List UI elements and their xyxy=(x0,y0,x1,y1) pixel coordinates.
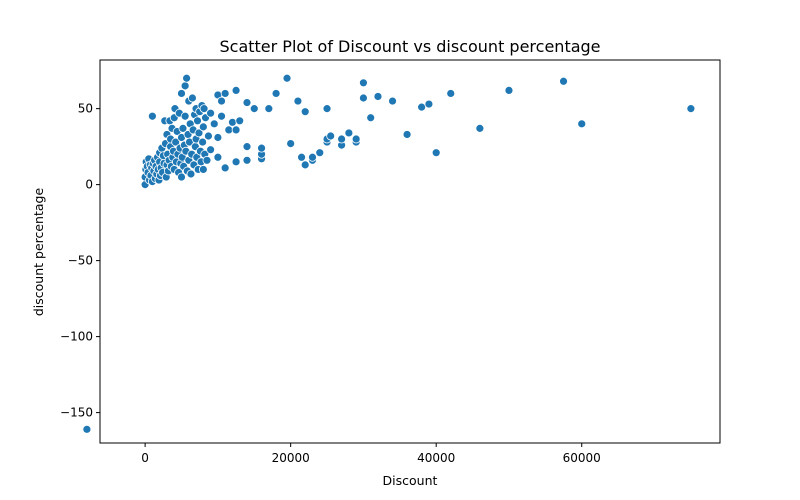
x-tick-label-1: 20000 xyxy=(272,451,310,465)
y-tick-label-0: −150 xyxy=(60,406,93,420)
data-point-117 xyxy=(242,98,252,107)
data-point-110 xyxy=(228,117,237,127)
data-point-98 xyxy=(204,131,213,141)
data-point-101 xyxy=(209,119,219,129)
data-point-94 xyxy=(199,104,209,114)
data-point-59 xyxy=(177,89,186,98)
data-point-115 xyxy=(242,155,252,165)
data-point-92 xyxy=(198,122,208,132)
data-point-74 xyxy=(186,169,196,179)
data-point-102 xyxy=(213,152,223,162)
y-axis-ticks: −150 −100 −50 0 50 xyxy=(60,102,100,420)
x-axis-ticks: 0 20000 40000 60000 xyxy=(141,443,601,465)
y-tick-label-2: −50 xyxy=(68,254,93,268)
y-tick-label-1: −100 xyxy=(60,330,93,344)
data-point-156 xyxy=(686,104,696,114)
data-point-153 xyxy=(504,86,514,95)
data-point-108 xyxy=(220,89,230,98)
data-point-114 xyxy=(235,116,245,126)
data-point-121 xyxy=(257,143,266,153)
data-point-145 xyxy=(373,92,383,101)
data-point-123 xyxy=(271,89,281,98)
data-point-142 xyxy=(359,93,368,103)
data-point-57 xyxy=(177,172,186,182)
data-point-151 xyxy=(446,89,456,98)
data-point-126 xyxy=(293,96,303,106)
data-point-124 xyxy=(282,73,292,83)
data-point-13 xyxy=(147,111,157,121)
data-point-154 xyxy=(559,76,568,86)
data-point-125 xyxy=(286,139,296,148)
chart-title: Scatter Plot of Discount vs discount per… xyxy=(219,37,600,56)
data-point-49 xyxy=(171,137,181,147)
data-point-136 xyxy=(326,131,336,141)
data-point-149 xyxy=(424,99,434,109)
x-tick-label-2: 40000 xyxy=(417,451,455,465)
data-point-64 xyxy=(180,81,190,91)
x-tick-label-0: 0 xyxy=(141,451,149,465)
data-point-128 xyxy=(300,160,310,170)
data-point-84 xyxy=(193,116,202,126)
plot-frame xyxy=(99,59,721,444)
y-tick-label-4: 50 xyxy=(78,102,93,116)
data-point-112 xyxy=(231,86,241,95)
data-point-135 xyxy=(322,104,332,114)
data-point-93 xyxy=(198,165,208,174)
data-point-0 xyxy=(82,424,92,434)
data-point-105 xyxy=(217,111,226,121)
data-point-103 xyxy=(213,133,223,142)
data-point-139 xyxy=(344,128,354,138)
data-point-132 xyxy=(315,148,325,158)
data-point-61 xyxy=(178,123,188,133)
y-axis-label: discount percentage xyxy=(31,188,46,317)
data-point-131 xyxy=(308,152,317,162)
data-points xyxy=(82,73,696,434)
data-point-116 xyxy=(242,142,252,152)
data-point-147 xyxy=(402,130,412,139)
data-point-65 xyxy=(180,111,190,121)
data-point-113 xyxy=(231,157,241,167)
data-point-118 xyxy=(249,104,259,114)
x-tick-label-3: 60000 xyxy=(563,451,601,465)
data-point-141 xyxy=(351,134,361,144)
data-point-152 xyxy=(475,123,485,133)
data-point-129 xyxy=(300,107,310,117)
data-point-106 xyxy=(217,96,226,106)
data-point-138 xyxy=(337,134,347,144)
data-point-76 xyxy=(188,93,197,103)
data-point-144 xyxy=(366,113,376,123)
data-point-127 xyxy=(297,152,306,162)
data-point-107 xyxy=(220,163,230,173)
data-point-109 xyxy=(224,125,234,135)
x-axis-label: Discount xyxy=(383,473,438,488)
y-tick-label-3: 0 xyxy=(85,178,93,192)
data-point-91 xyxy=(198,137,208,147)
data-point-143 xyxy=(359,78,368,88)
data-point-146 xyxy=(388,96,397,106)
data-point-111 xyxy=(231,125,241,135)
data-point-150 xyxy=(431,148,441,158)
data-point-122 xyxy=(264,104,274,114)
data-point-155 xyxy=(577,119,587,129)
data-point-67 xyxy=(182,73,192,83)
data-point-100 xyxy=(206,108,216,118)
data-point-148 xyxy=(417,102,427,112)
data-point-86 xyxy=(194,128,204,138)
data-point-99 xyxy=(206,145,216,155)
data-point-97 xyxy=(202,155,212,165)
